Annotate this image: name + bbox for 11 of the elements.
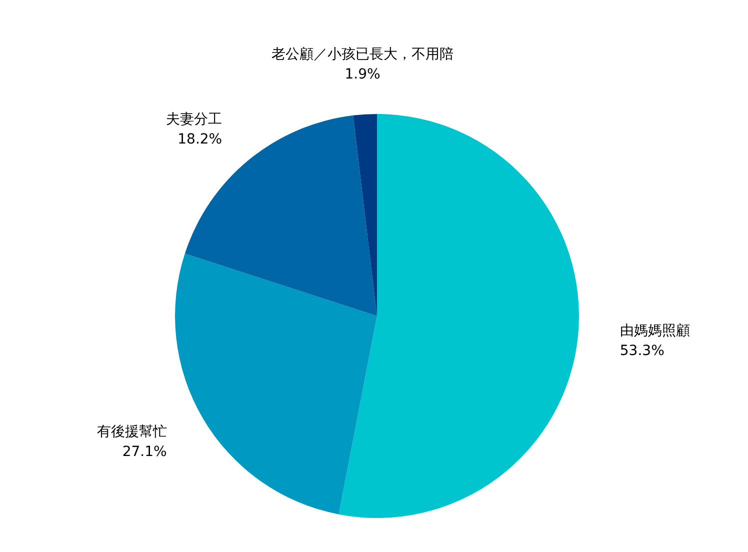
slice-label: 有後援幫忙: [96, 424, 167, 440]
data-label: 27.1%: [122, 444, 167, 460]
slice-label: 夫妻分工: [166, 111, 222, 128]
data-label: 53.3%: [620, 343, 664, 360]
slice-label: 老公顧／小孩已長大，不用陪: [272, 46, 454, 62]
data-label: 1.9%: [344, 66, 380, 82]
slice-label: 由媽媽照顧: [620, 323, 690, 340]
pie-slice: [353, 114, 377, 316]
pie-slice: [175, 254, 377, 514]
data-label: 18.2%: [178, 131, 222, 148]
pie-slice: [338, 114, 579, 518]
